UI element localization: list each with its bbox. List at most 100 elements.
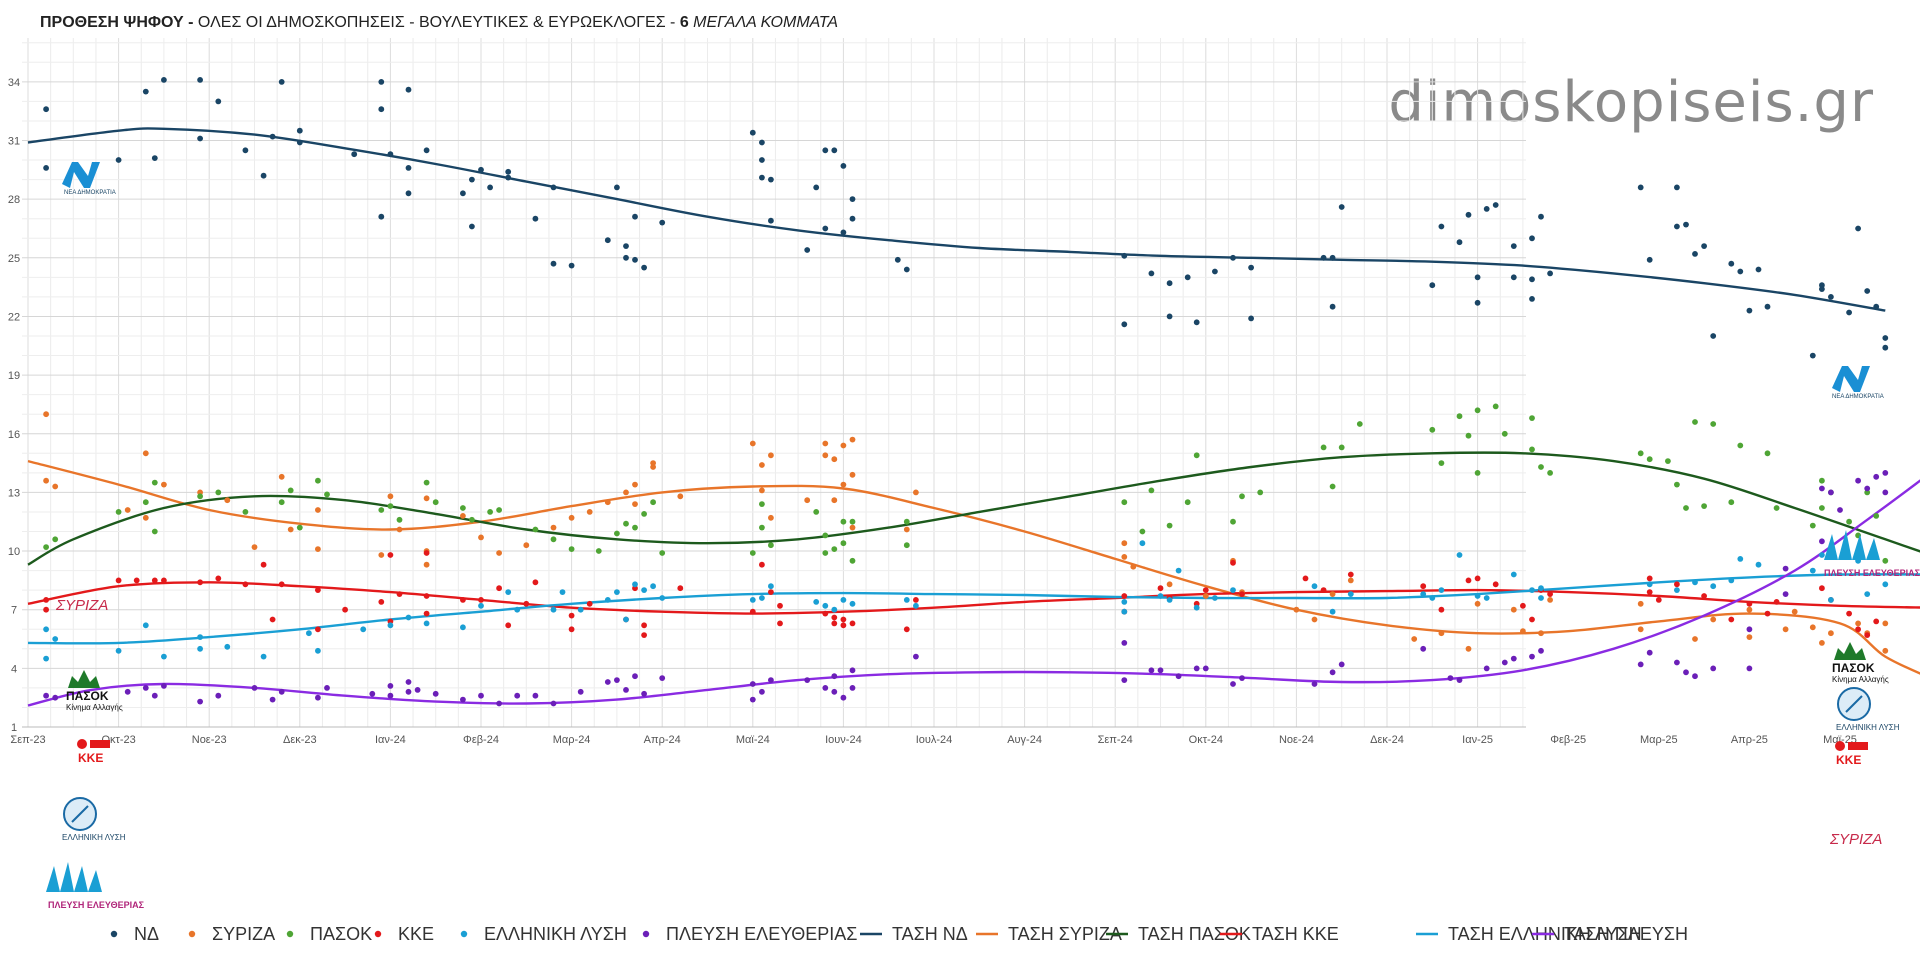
data-point	[469, 176, 475, 183]
data-point	[1646, 575, 1653, 582]
title-part-3: 6	[679, 14, 694, 31]
y-tick-label: 1	[11, 722, 17, 734]
data-point	[677, 493, 684, 500]
nd-logo-right: ΝΕΑ ΔΗΜΟΚΡΑΤΙΑ	[1832, 366, 1884, 400]
data-point	[487, 509, 493, 515]
legend-dot-marker	[110, 930, 118, 938]
data-point	[1819, 282, 1825, 289]
data-point	[1637, 600, 1644, 607]
data-point	[849, 436, 856, 443]
x-tick-label: Φεβ-25	[1550, 734, 1586, 746]
data-point	[1320, 587, 1327, 593]
data-point	[1710, 665, 1717, 672]
data-point	[604, 499, 611, 506]
data-point	[614, 589, 620, 595]
data-point	[759, 595, 765, 601]
data-point	[1121, 677, 1128, 683]
data-point	[1637, 661, 1644, 668]
data-point	[1547, 270, 1553, 277]
data-point	[749, 440, 756, 447]
data-point	[478, 602, 484, 609]
data-point	[1864, 632, 1871, 638]
data-point	[496, 700, 502, 707]
data-point	[614, 184, 620, 191]
data-point	[768, 583, 774, 590]
data-point	[342, 606, 348, 613]
data-point	[1474, 407, 1481, 414]
data-point	[632, 256, 638, 263]
data-point	[1864, 591, 1871, 597]
data-point	[396, 516, 403, 523]
data-point	[142, 622, 149, 629]
data-point	[1311, 616, 1318, 623]
data-point	[822, 440, 829, 447]
data-point	[1692, 673, 1698, 680]
legend-label: ΤΑΣΗ ΚΚΕ	[1252, 924, 1339, 944]
data-point	[1737, 442, 1744, 449]
sails-icon	[1824, 530, 1880, 560]
data-point	[1248, 315, 1254, 322]
data-point	[903, 518, 910, 525]
title-part-2: ΟΛΕΣ ΟΙ ΔΗΜΟΣΚΟΠΗΣΕΙΣ - ΒΟΥΛΕΥΤΙΚΕΣ & ΕΥ…	[197, 14, 680, 31]
data-point	[840, 481, 847, 488]
data-point	[1501, 430, 1508, 437]
data-point	[1347, 571, 1354, 578]
legend-dot-marker	[642, 930, 650, 938]
data-point	[595, 548, 602, 554]
data-point	[1193, 452, 1200, 459]
data-point	[1864, 485, 1871, 492]
data-point	[1438, 587, 1445, 593]
data-point	[1828, 294, 1834, 300]
data-point	[487, 184, 493, 191]
data-point	[405, 688, 412, 695]
data-point	[550, 524, 557, 531]
data-point	[840, 518, 847, 525]
data-point	[632, 581, 638, 588]
pasok-logo-left-sub: Κίνημα Αλλαγής	[66, 703, 123, 712]
x-tick-label: Ιαν-24	[375, 734, 406, 746]
data-point	[296, 524, 303, 531]
data-point	[1674, 659, 1680, 666]
data-point	[1746, 634, 1753, 640]
data-point	[215, 98, 222, 105]
data-point	[1529, 616, 1535, 623]
data-point	[831, 546, 838, 552]
data-point	[1646, 589, 1653, 595]
data-point	[1456, 552, 1463, 558]
data-point	[1148, 667, 1155, 674]
data-point	[378, 507, 385, 513]
data-point	[559, 589, 566, 595]
data-point	[423, 610, 430, 617]
el-logo-right: ΕΛΛΗΝΙΚΗ ΛΥΣΗ	[1836, 687, 1900, 732]
data-point	[840, 540, 847, 547]
data-point	[1782, 565, 1789, 572]
data-point	[1529, 446, 1535, 453]
data-point	[759, 157, 765, 163]
data-point	[1193, 604, 1200, 611]
x-tick-label: Ιουλ-24	[916, 734, 953, 746]
data-point	[360, 626, 367, 633]
data-point	[1474, 299, 1481, 306]
data-point	[460, 624, 466, 631]
data-point	[278, 688, 285, 695]
data-point	[387, 151, 394, 158]
data-point	[1809, 352, 1816, 359]
data-point	[215, 489, 222, 496]
x-tick-label: Δεκ-24	[1370, 734, 1404, 746]
data-point	[1529, 415, 1535, 421]
data-point	[460, 190, 466, 197]
data-point	[1710, 333, 1717, 339]
data-point	[568, 626, 575, 633]
data-point	[1809, 522, 1816, 529]
data-point	[260, 561, 267, 568]
data-point	[1447, 675, 1454, 681]
data-point	[831, 497, 838, 504]
data-point	[849, 215, 856, 222]
data-point	[849, 557, 856, 564]
data-point	[1338, 661, 1345, 668]
hammer-sickle-icon	[77, 739, 87, 749]
data-point	[1438, 460, 1445, 466]
data-point	[1483, 206, 1490, 212]
data-point	[913, 597, 919, 603]
data-point	[659, 219, 666, 226]
